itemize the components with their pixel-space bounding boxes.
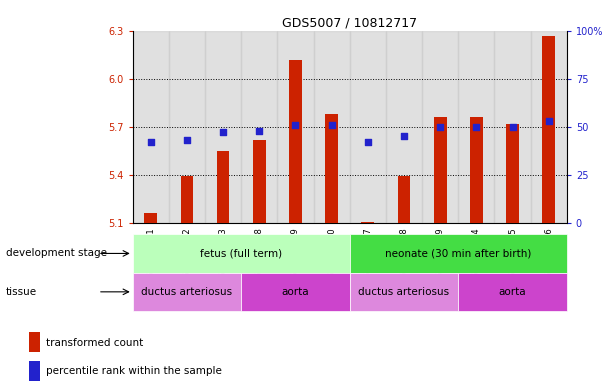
Bar — [350, 31, 386, 223]
Point — [254, 127, 264, 134]
Point — [472, 124, 481, 130]
Bar — [458, 31, 494, 223]
Text: ductus arteriosus: ductus arteriosus — [358, 287, 450, 297]
Point — [363, 139, 373, 145]
Point — [218, 129, 228, 136]
Point — [399, 133, 409, 139]
Bar — [458, 273, 567, 311]
Bar — [350, 273, 458, 311]
Point — [327, 122, 336, 128]
Bar — [506, 124, 519, 223]
Bar — [494, 31, 531, 223]
Point — [544, 118, 554, 124]
Bar — [241, 31, 277, 223]
Text: ductus arteriosus: ductus arteriosus — [141, 287, 233, 297]
Bar — [30, 332, 40, 353]
Bar — [422, 31, 458, 223]
Title: GDS5007 / 10812717: GDS5007 / 10812717 — [282, 17, 417, 30]
Bar — [470, 117, 482, 223]
Bar — [133, 31, 169, 223]
Bar — [253, 139, 265, 223]
Bar — [277, 31, 314, 223]
Bar — [30, 361, 40, 381]
Text: transformed count: transformed count — [46, 338, 143, 348]
Bar — [133, 234, 350, 273]
Text: neonate (30 min after birth): neonate (30 min after birth) — [385, 248, 531, 258]
Point — [435, 124, 445, 130]
Text: aorta: aorta — [499, 287, 526, 297]
Bar — [314, 31, 350, 223]
Text: development stage: development stage — [6, 248, 107, 258]
Bar — [169, 31, 205, 223]
Point — [508, 124, 517, 130]
Point — [182, 137, 192, 143]
Bar — [350, 234, 567, 273]
Text: tissue: tissue — [6, 287, 37, 297]
Text: aorta: aorta — [282, 287, 309, 297]
Bar — [326, 114, 338, 223]
Bar — [145, 213, 157, 223]
Bar — [133, 273, 241, 311]
Bar — [542, 36, 555, 223]
Point — [146, 139, 156, 145]
Bar — [181, 175, 193, 223]
Point — [291, 122, 300, 128]
Bar — [386, 31, 422, 223]
Bar — [361, 222, 374, 223]
Bar — [398, 175, 410, 223]
Bar — [217, 151, 229, 223]
Text: fetus (full term): fetus (full term) — [200, 248, 282, 258]
Bar — [531, 31, 567, 223]
Bar — [205, 31, 241, 223]
Text: percentile rank within the sample: percentile rank within the sample — [46, 366, 221, 376]
Bar — [289, 60, 302, 223]
Bar — [434, 117, 446, 223]
Bar — [241, 273, 350, 311]
